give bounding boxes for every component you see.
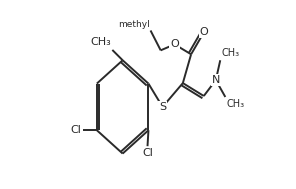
Text: Cl: Cl (71, 125, 82, 135)
Text: CH₃: CH₃ (91, 36, 111, 46)
Text: CH₃: CH₃ (226, 99, 244, 109)
Text: CH₃: CH₃ (221, 48, 239, 58)
Text: N: N (212, 75, 220, 85)
Text: Cl: Cl (142, 148, 153, 158)
Text: S: S (159, 102, 166, 112)
Text: O: O (170, 39, 179, 49)
Text: methyl: methyl (118, 20, 150, 29)
Text: O: O (200, 27, 208, 37)
